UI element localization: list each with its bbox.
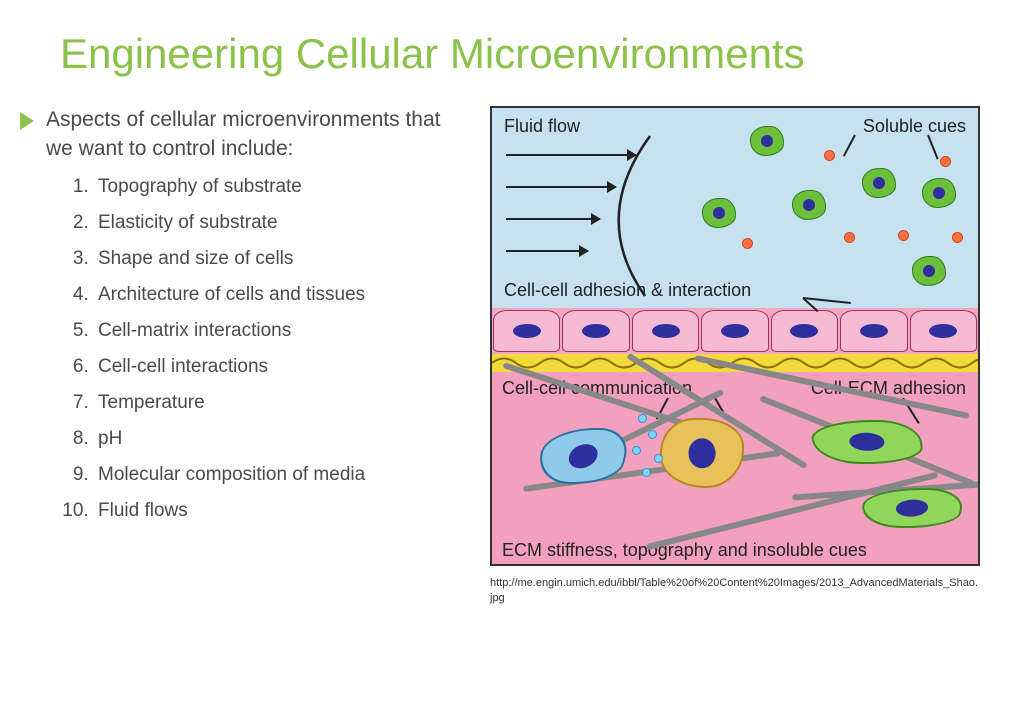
list-item: Fluid flows xyxy=(94,501,460,520)
epithelial-cell-icon xyxy=(840,310,907,352)
epithelial-cell-icon xyxy=(493,310,560,352)
epithelium-layer xyxy=(492,308,978,354)
floating-cell-icon xyxy=(862,168,896,198)
flow-arrow-icon xyxy=(506,250,588,252)
slide-body: Aspects of cellular microenvironments th… xyxy=(60,106,964,605)
lead-text: Aspects of cellular microenvironments th… xyxy=(46,106,460,163)
floating-cell-icon xyxy=(912,256,946,286)
epithelial-cell-icon xyxy=(632,310,699,352)
epithelial-cell-icon xyxy=(771,310,838,352)
soluble-cues-label: Soluble cues xyxy=(863,116,966,137)
list-item: Architecture of cells and tissues xyxy=(94,285,460,304)
floating-cell-icon xyxy=(922,178,956,208)
flow-arrow-icon xyxy=(506,186,616,188)
lead-bullet: Aspects of cellular microenvironments th… xyxy=(20,106,460,163)
list-item: Temperature xyxy=(94,393,460,412)
list-item: Molecular composition of media xyxy=(94,465,460,484)
ecm-bottom-label: ECM stiffness, topography and insoluble … xyxy=(492,536,978,564)
flow-arrow-icon xyxy=(506,218,600,220)
list-item: Elasticity of substrate xyxy=(94,213,460,232)
flow-arrow-icon xyxy=(506,154,636,156)
cell-cell-adhesion-label: Cell-cell adhesion & interaction xyxy=(504,280,751,301)
aspects-list: Topography of substrate Elasticity of su… xyxy=(60,177,460,520)
microenvironment-diagram: ECM stiffness, topography and insoluble … xyxy=(490,106,980,566)
list-item: Cell-matrix interactions xyxy=(94,321,460,340)
epithelial-cell-icon xyxy=(562,310,629,352)
list-item: Cell-cell interactions xyxy=(94,357,460,376)
list-item: pH xyxy=(94,429,460,448)
slide: Engineering Cellular Microenvironments A… xyxy=(0,0,1024,727)
epithelial-cell-icon xyxy=(701,310,768,352)
floating-cell-icon xyxy=(792,190,826,220)
triangle-bullet-icon xyxy=(20,112,34,130)
slide-title: Engineering Cellular Microenvironments xyxy=(60,30,964,78)
list-item: Topography of substrate xyxy=(94,177,460,196)
floating-cell-icon xyxy=(750,126,784,156)
matrix-cell-icon xyxy=(660,418,744,488)
right-column: ECM stiffness, topography and insoluble … xyxy=(490,106,980,605)
floating-cell-icon xyxy=(702,198,736,228)
list-item: Shape and size of cells xyxy=(94,249,460,268)
epithelial-cell-icon xyxy=(910,310,977,352)
fluid-flow-label: Fluid flow xyxy=(504,116,580,137)
image-source-caption: http://me.engin.umich.edu/ibbl/Table%20o… xyxy=(490,576,980,605)
left-column: Aspects of cellular microenvironments th… xyxy=(60,106,460,605)
